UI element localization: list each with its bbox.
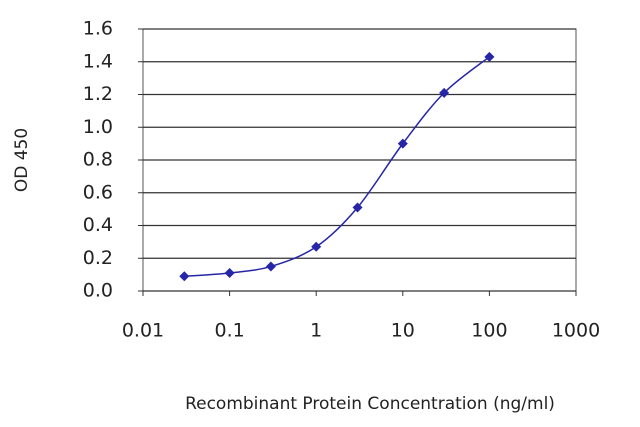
data-point: [484, 51, 495, 62]
x-tick-label: 100: [471, 320, 507, 342]
y-tick-label: 0.2: [83, 247, 113, 269]
x-tick-label: 1: [310, 320, 322, 342]
y-tick-label: 0.4: [83, 214, 113, 236]
fit-line: [184, 56, 490, 278]
y-tick-label: 0.0: [83, 280, 113, 302]
y-tick-label: 1.0: [83, 116, 113, 138]
x-tick-label: 0.01: [122, 320, 164, 342]
y-tick-label: 1.4: [83, 50, 113, 72]
y-tick-label: 0.6: [83, 181, 113, 203]
x-tick-label: 0.1: [214, 320, 244, 342]
data-point: [352, 202, 363, 213]
x-axis-title: Recombinant Protein Concentration (ng/ml…: [185, 394, 555, 414]
data-point: [311, 241, 322, 252]
y-axis-title: OD 450: [12, 128, 32, 192]
data-point: [179, 271, 190, 282]
data-point: [397, 138, 408, 149]
data-point: [224, 267, 235, 278]
data-point: [265, 261, 276, 272]
y-tick-label: 0.8: [83, 149, 113, 171]
x-tick-label: 10: [391, 320, 415, 342]
data-point: [439, 87, 450, 98]
y-tick-label: 1.6: [83, 18, 113, 40]
x-tick-label: 1000: [552, 320, 600, 342]
y-tick-label: 1.2: [83, 83, 113, 105]
